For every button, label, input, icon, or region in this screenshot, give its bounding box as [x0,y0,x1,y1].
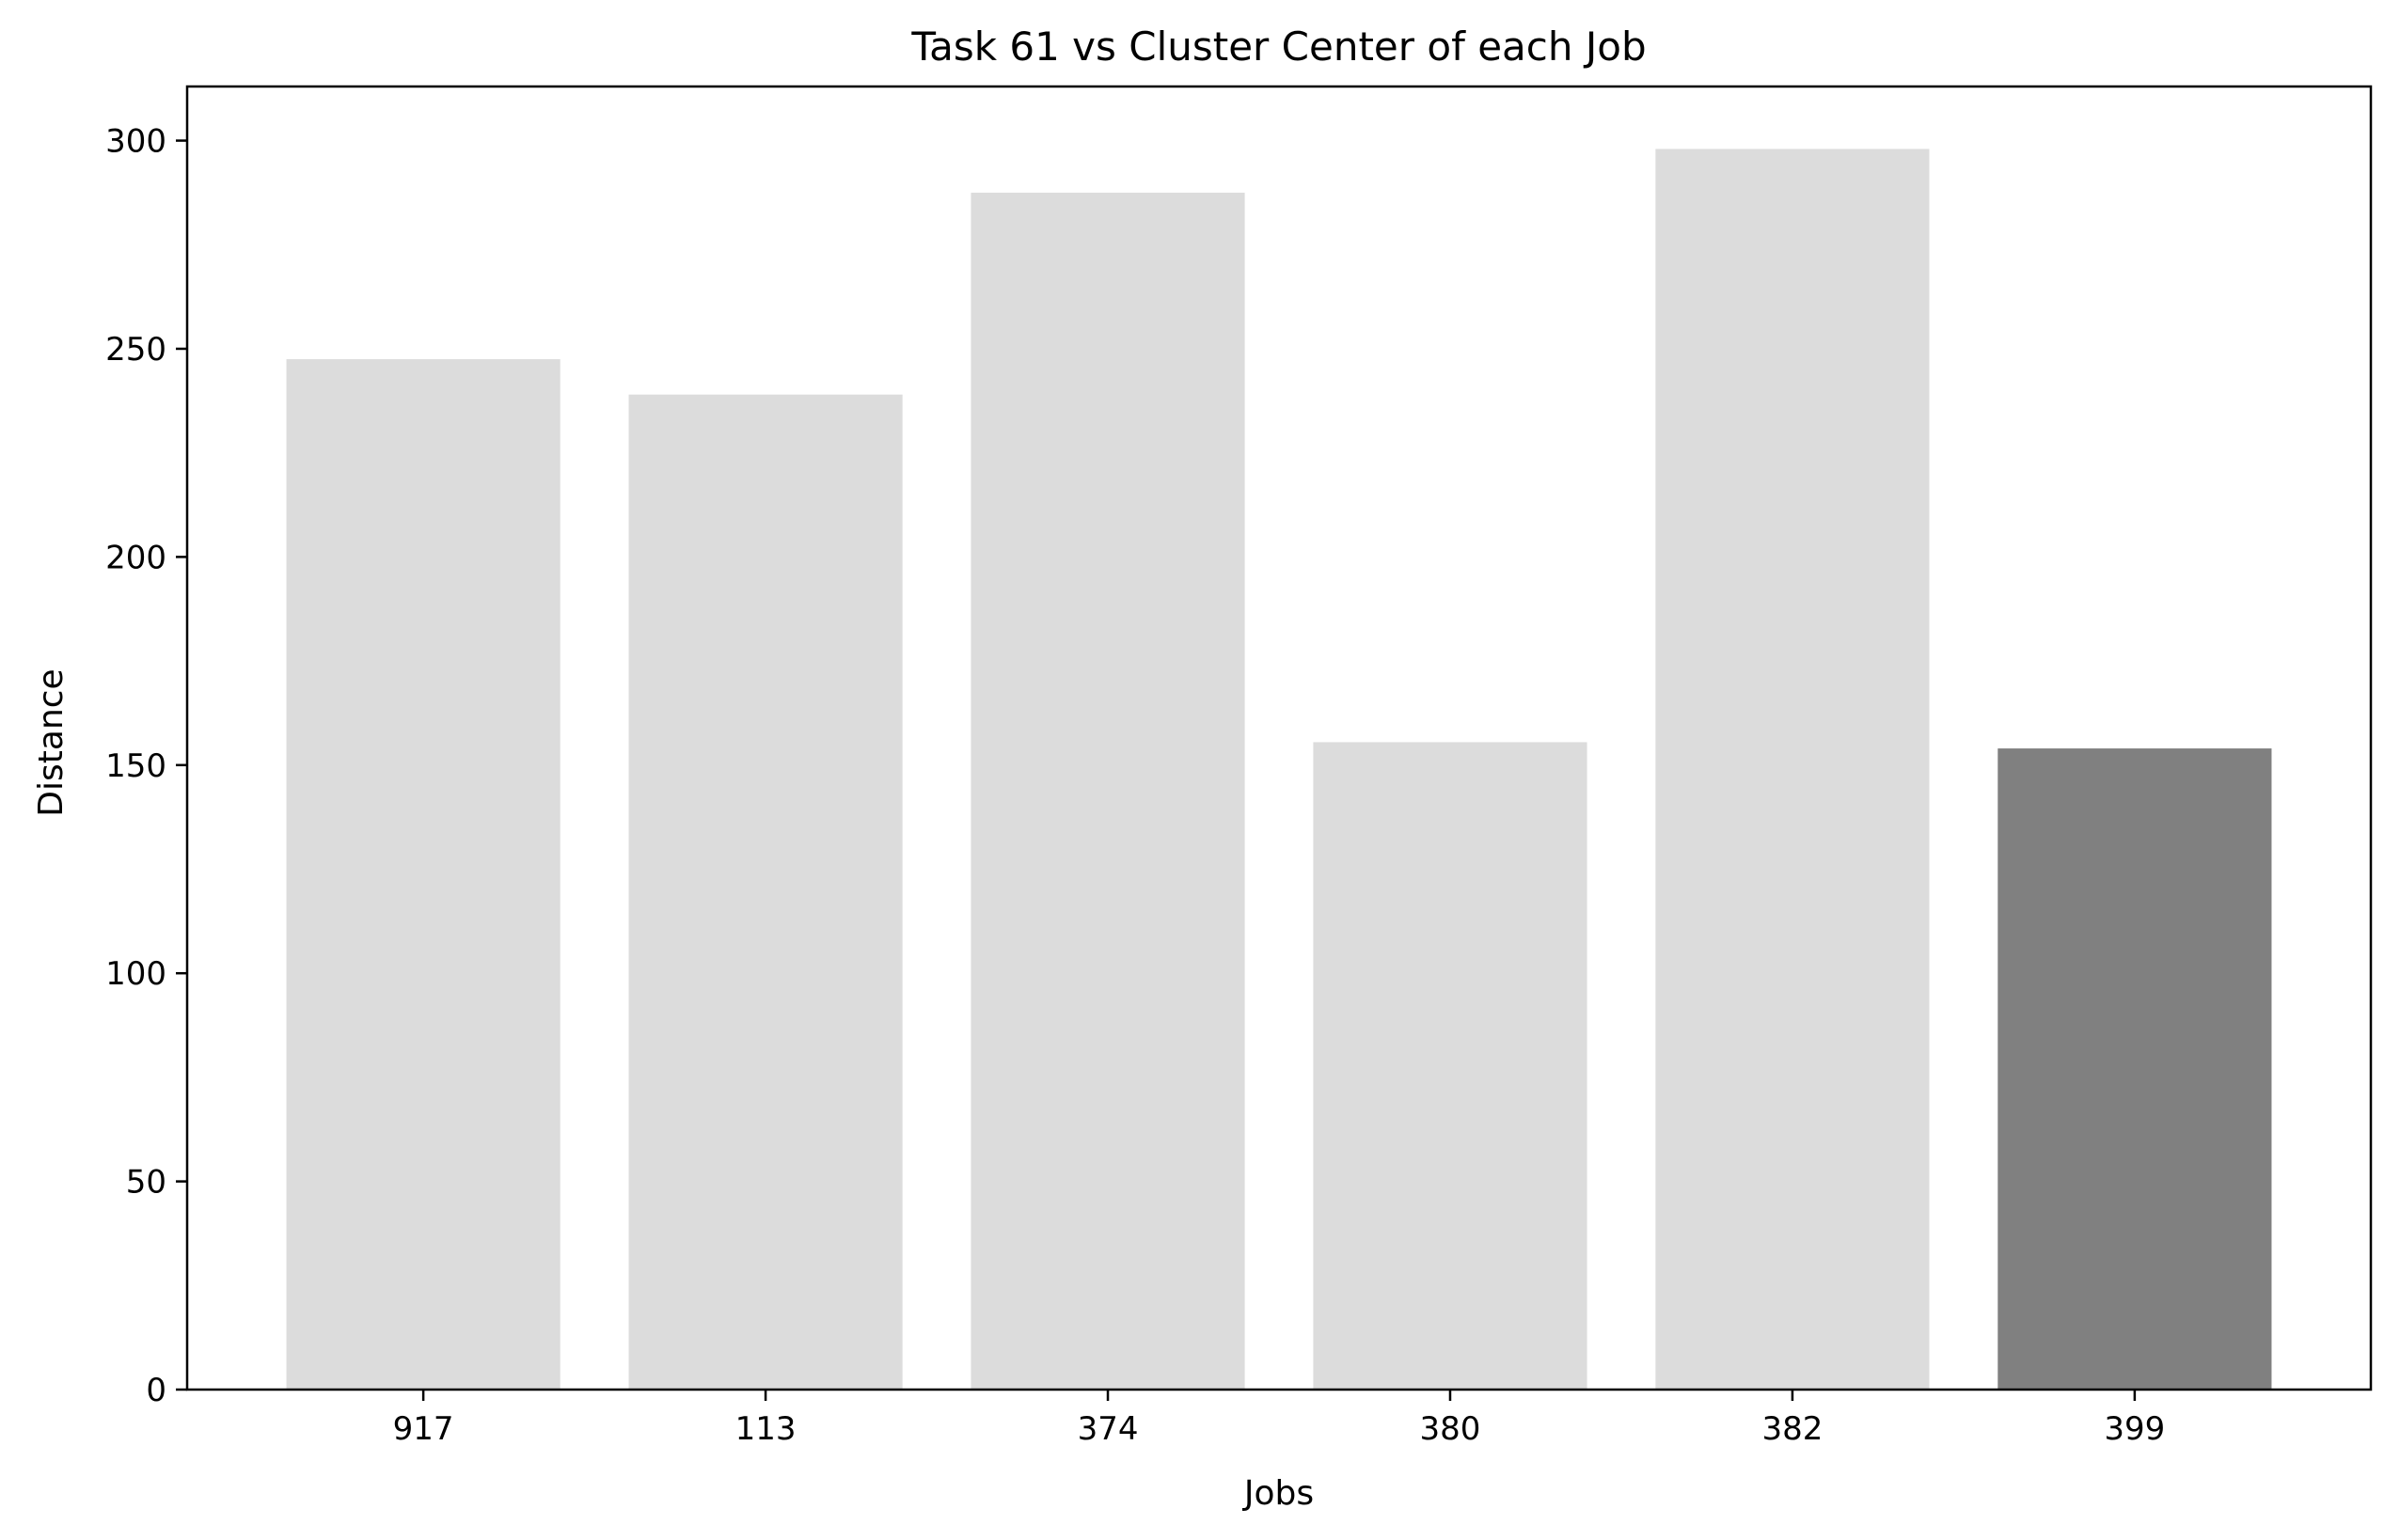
bar-917 [286,359,561,1391]
x-axis-ticks: 917 113 374 380 382 399 [393,1390,2165,1448]
bar-380 [1313,742,1587,1390]
x-tick-label: 380 [1420,1410,1481,1448]
y-axis-ticks: 0 50 100 150 200 250 300 [105,123,187,1409]
y-tick-label: 0 [146,1372,166,1409]
bar-374 [971,192,1245,1390]
bar-113 [628,394,903,1390]
bars-layer [286,149,2272,1391]
y-axis-label: Distance [32,668,71,816]
y-tick-label: 50 [126,1164,166,1202]
x-tick-label: 113 [735,1410,797,1448]
y-tick-label: 200 [105,539,166,576]
chart-title: Task 61 vs Cluster Center of each Job [910,24,1646,70]
y-tick-label: 300 [105,123,166,161]
y-tick-label: 150 [105,747,166,785]
x-tick-label: 374 [1078,1410,1139,1448]
x-axis-label: Jobs [1242,1474,1314,1513]
x-tick-label: 382 [1761,1410,1823,1448]
x-tick-label: 399 [2104,1410,2165,1448]
plot-frame [185,85,2373,1391]
bar-399 [1997,748,2272,1390]
y-tick-label: 100 [105,955,166,993]
x-tick-label: 917 [393,1410,454,1448]
bar-382 [1655,149,1930,1390]
y-tick-label: 250 [105,331,166,369]
